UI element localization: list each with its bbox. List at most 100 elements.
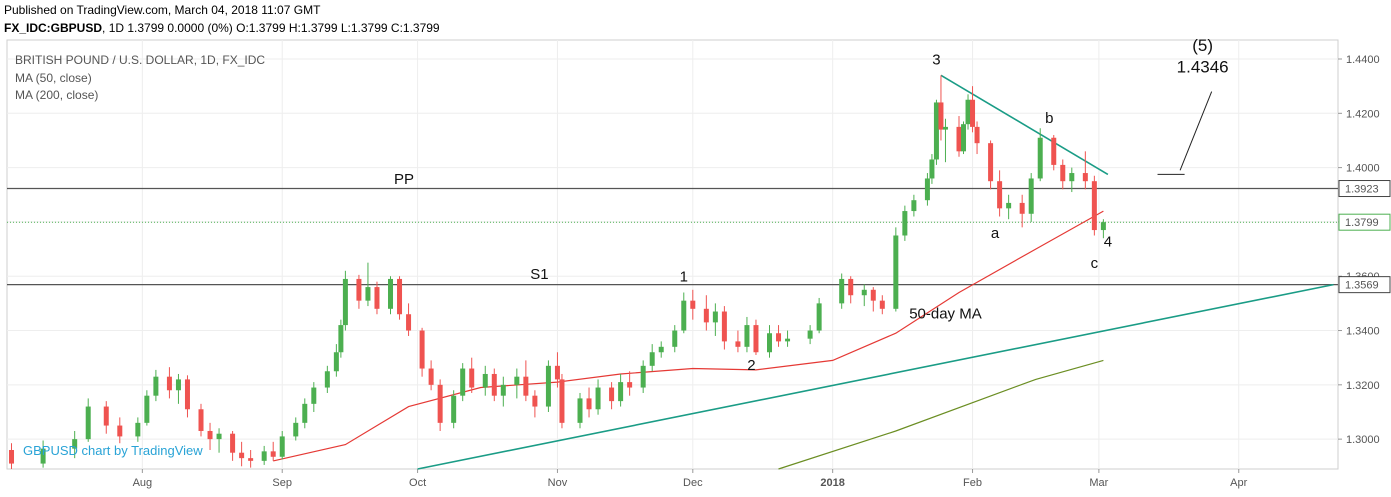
candle xyxy=(816,297,822,334)
candle-body xyxy=(609,387,615,402)
candle-body xyxy=(175,379,181,391)
candle-body xyxy=(302,403,308,423)
candle xyxy=(609,382,615,410)
candle-body xyxy=(500,384,506,396)
candle-body xyxy=(893,235,899,309)
candle xyxy=(261,445,267,465)
candle xyxy=(523,360,529,402)
x-axis: Aug Sep Oct Nov Dec 2018 Feb Mar Apr xyxy=(133,469,1248,489)
candle xyxy=(744,316,750,353)
candle-body xyxy=(532,395,538,407)
symbol-ohlc-line: FX_IDC:GBPUSD, 1D 1.3799 0.0000 (0%) O:1… xyxy=(4,21,440,35)
candle-body xyxy=(997,181,1003,209)
candle-body xyxy=(117,425,123,437)
candle xyxy=(929,154,935,184)
candle-body xyxy=(721,311,727,342)
candle xyxy=(9,443,15,469)
candle-body xyxy=(103,406,109,426)
annotation-label: S1 xyxy=(530,266,548,283)
candle-body xyxy=(545,365,551,407)
candle xyxy=(848,276,854,304)
candle xyxy=(649,344,655,372)
candle xyxy=(365,262,371,307)
candle-body xyxy=(9,449,15,464)
candle-body xyxy=(965,99,971,125)
candle xyxy=(388,276,394,315)
candle-body xyxy=(1100,222,1106,231)
x-tick-label: Nov xyxy=(548,477,568,489)
candle xyxy=(870,287,876,312)
level-tag-pp xyxy=(1338,180,1391,198)
candle xyxy=(767,325,773,358)
candle xyxy=(500,376,506,407)
candle xyxy=(961,121,967,155)
candle xyxy=(703,295,709,331)
annotation-label: 1 xyxy=(680,269,688,286)
candle xyxy=(514,368,520,399)
level-value-s1: 1.3569 xyxy=(1345,280,1379,292)
candle xyxy=(40,440,46,468)
ma50-line xyxy=(273,210,1104,462)
candle xyxy=(216,428,222,453)
candle-body xyxy=(640,365,646,388)
candle-body xyxy=(279,436,285,457)
ma200-line xyxy=(778,359,1104,470)
candle-body xyxy=(839,278,845,304)
candle-body xyxy=(397,278,403,315)
annotation-label: 4 xyxy=(1104,233,1112,250)
candle xyxy=(988,140,994,190)
candle xyxy=(248,449,254,468)
candle-body xyxy=(40,448,46,464)
candle xyxy=(753,319,759,355)
trendline xyxy=(940,74,1109,176)
candle-body xyxy=(419,330,425,369)
annotations: 1 2 3 a b c4 PP S1 50-day MA (5) 1.4346 xyxy=(394,36,1229,374)
candle-body xyxy=(1051,137,1057,165)
y-axis[interactable]: 1.30001.32001.34001.36001.38001.40001.42… xyxy=(1338,54,1380,446)
candle xyxy=(893,227,899,312)
y-tick-label: 1.3200 xyxy=(1346,380,1380,392)
candle-body xyxy=(767,333,773,353)
candle-body xyxy=(248,458,254,461)
candle-body xyxy=(785,338,791,342)
candle-body xyxy=(388,278,394,309)
candle xyxy=(1037,128,1043,182)
candle xyxy=(933,99,939,165)
x-tick-label: 2018 xyxy=(820,477,844,489)
candle-body xyxy=(554,365,560,380)
candle-body xyxy=(144,395,150,423)
candle xyxy=(397,276,403,320)
candle-body xyxy=(270,451,276,457)
candle xyxy=(302,398,308,429)
candle xyxy=(658,341,664,358)
candle xyxy=(785,330,791,347)
candle xyxy=(491,368,497,402)
candle-body xyxy=(681,300,687,331)
candle xyxy=(85,398,91,442)
candle xyxy=(586,387,592,418)
candle-body xyxy=(929,159,935,179)
interval-label: 1D xyxy=(108,21,125,35)
candle xyxy=(1028,173,1034,222)
candle xyxy=(419,327,425,377)
candle xyxy=(965,94,971,130)
candle-body xyxy=(342,278,348,326)
legend-ma50[interactable]: MA (50, close) xyxy=(15,71,92,85)
candle xyxy=(1019,194,1025,228)
candle-body xyxy=(1060,164,1066,182)
candle-body xyxy=(338,325,344,353)
candle-body xyxy=(1069,173,1075,182)
grid xyxy=(7,40,1338,469)
y-tick-label: 1.4000 xyxy=(1346,163,1380,175)
candle-body xyxy=(577,398,583,423)
published-info: Published on TradingView.com, March 04, … xyxy=(4,3,321,17)
candle xyxy=(460,363,466,402)
y-tick-label: 1.4400 xyxy=(1346,54,1380,66)
candle xyxy=(1051,135,1057,171)
annotation-label: (5) xyxy=(1192,36,1213,55)
candle-body xyxy=(816,303,822,331)
legend-ma200[interactable]: MA (200, close) xyxy=(15,88,98,102)
candle xyxy=(311,382,317,412)
plot-area[interactable] xyxy=(6,39,1339,470)
